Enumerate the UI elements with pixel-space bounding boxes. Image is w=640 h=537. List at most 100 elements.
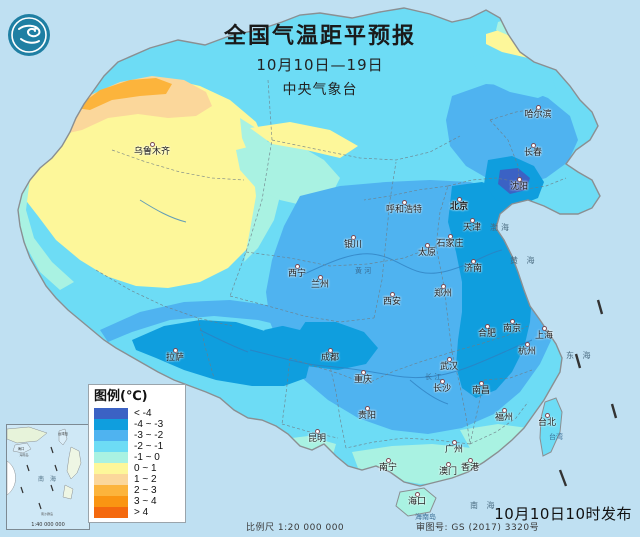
city-label: 澳门 [438, 467, 457, 477]
inset-westland [7, 460, 16, 496]
city-label: 武汉 [439, 362, 458, 372]
city-label: 杭州 [517, 347, 536, 357]
city-marker-27: 昆明 [295, 429, 339, 444]
city-marker-28: 台北 [525, 413, 569, 428]
city-marker-19: 杭州 [505, 342, 549, 357]
city-marker-10: 济南 [451, 259, 495, 274]
inset-borneo [62, 484, 74, 500]
city-marker-32: 澳门 [426, 462, 470, 477]
city-marker-29: 广州 [432, 440, 476, 455]
region-label-3: 海南岛 [415, 513, 436, 521]
city-marker-5: 北京 [437, 197, 481, 212]
south-china-sea-inset: 南 海 海口 海南岛 台湾岛 南沙群岛 1:40 000 000 [6, 424, 90, 530]
city-marker-9: 石家庄 [428, 234, 472, 249]
city-marker-33: 海口 [395, 492, 439, 507]
sea-label-0: 黄 海 [510, 256, 538, 265]
legend-label-5: 0 ~ 1 [134, 463, 157, 474]
city-marker-4: 呼和浩特 [382, 200, 426, 215]
inset-haikou-label: 海口 [18, 446, 25, 451]
city-label: 海口 [407, 497, 426, 507]
city-marker-18: 上海 [522, 326, 566, 341]
legend-label-3: -2 ~ -1 [134, 441, 164, 452]
city-marker-22: 重庆 [341, 370, 385, 385]
legend-swatch-2 [94, 430, 128, 441]
city-marker-12: 兰州 [298, 275, 342, 290]
legend-label-7: 2 ~ 3 [134, 485, 157, 496]
inset-taiwan-label: 台湾岛 [58, 431, 69, 436]
legend-label-2: -3 ~ -2 [134, 430, 164, 441]
sea-label-2: 南 海 [470, 501, 498, 510]
city-marker-1: 哈尔滨 [516, 105, 560, 120]
city-marker-13: 郑州 [421, 284, 465, 299]
city-marker-24: 南昌 [459, 381, 503, 396]
cma-logo [8, 14, 50, 56]
city-label: 郑州 [433, 289, 452, 299]
city-label: 上海 [534, 331, 553, 341]
inset-south-sea-label: 南 海 [38, 475, 58, 483]
city-marker-23: 长沙 [420, 379, 464, 394]
legend-swatch-0 [94, 408, 128, 419]
inset-scale: 1:40 000 000 [31, 522, 65, 528]
city-label: 台北 [537, 418, 556, 428]
inset-sea-map: 南 海 海口 海南岛 台湾岛 南沙群岛 [7, 425, 89, 529]
city-label: 南宁 [378, 463, 397, 473]
city-label: 太原 [417, 248, 436, 258]
sea-label-1: 东 海 [566, 351, 594, 360]
city-label: 福州 [494, 413, 513, 423]
city-marker-7: 银川 [331, 235, 375, 250]
region-label-2: 台湾 [549, 433, 563, 441]
city-marker-6: 天津 [450, 218, 494, 233]
legend-label-1: -4 ~ -3 [134, 419, 164, 430]
legend-title: 图例(℃) [94, 389, 148, 404]
inset-nansha-label: 南沙群岛 [41, 511, 53, 516]
city-marker-3: 沈阳 [497, 177, 541, 192]
legend-label-8: 3 ~ 4 [134, 496, 157, 507]
city-marker-14: 西安 [370, 292, 414, 307]
legend-label-4: -1 ~ 0 [134, 452, 160, 463]
legend-swatch-1 [94, 419, 128, 430]
city-label: 兰州 [310, 280, 329, 290]
city-marker-15: 拉萨 [153, 348, 197, 363]
legend-swatch-3 [94, 441, 128, 452]
legend-swatch-5 [94, 463, 128, 474]
city-marker-26: 福州 [482, 408, 526, 423]
city-label: 呼和浩特 [385, 205, 422, 215]
city-label: 长春 [523, 148, 542, 158]
legend-swatch-7 [94, 485, 128, 496]
legend-label-9: > 4 [134, 507, 149, 518]
approval-number: 审图号: GS (2017) 3320号 [416, 523, 540, 533]
legend-color-swatches [94, 408, 128, 518]
city-marker-0: 乌鲁木齐 [130, 142, 174, 157]
legend-label-0: < -4 [134, 408, 152, 419]
city-label: 北京 [449, 202, 468, 212]
city-marker-20: 成都 [308, 348, 352, 363]
city-marker-30: 南宁 [366, 458, 410, 473]
city-label: 济南 [463, 264, 482, 274]
legend-swatch-9 [94, 507, 128, 518]
city-label: 天津 [462, 223, 481, 233]
legend-label-6: 1 ~ 2 [134, 474, 157, 485]
city-label: 哈尔滨 [524, 110, 552, 120]
city-label: 乌鲁木齐 [133, 147, 170, 157]
city-label: 银川 [343, 240, 362, 250]
city-label: 广州 [444, 445, 463, 455]
legend-swatch-4 [94, 452, 128, 463]
legend-swatch-6 [94, 474, 128, 485]
city-label: 沈阳 [509, 182, 528, 192]
city-label: 成都 [320, 353, 339, 363]
city-label: 石家庄 [436, 239, 464, 249]
city-label: 贵阳 [357, 411, 376, 421]
map-scale: 比例尺 1:20 000 000 [246, 523, 345, 533]
city-label: 重庆 [353, 375, 372, 385]
legend-swatch-8 [94, 496, 128, 507]
city-label: 昆明 [307, 434, 326, 444]
city-label: 南昌 [471, 386, 490, 396]
inset-hainan-label: 海南岛 [19, 452, 28, 457]
city-label: 长沙 [432, 384, 451, 394]
city-marker-21: 武汉 [427, 357, 471, 372]
issued-time: 10月10日10时发布 [494, 505, 632, 523]
region-label-0: 黄 河 [355, 267, 372, 275]
